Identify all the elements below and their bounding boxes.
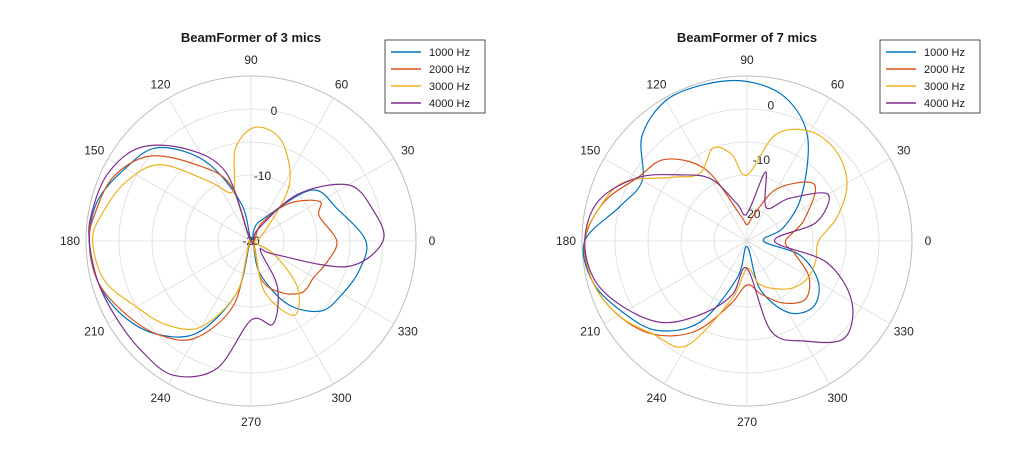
grid-spoke: [603, 158, 748, 242]
grid-spoke: [746, 158, 891, 242]
theta-tick-label: 120: [646, 77, 666, 91]
series-line-4000-hz: [88, 144, 385, 378]
theta-tick-label: 300: [827, 391, 847, 405]
theta-tick-label: 30: [401, 144, 415, 158]
theta-tick-label: 90: [244, 53, 258, 67]
theta-tick-label: 150: [84, 144, 104, 158]
theta-tick-label: 0: [925, 234, 932, 248]
chart-title: BeamFormer of 3 mics: [181, 30, 321, 45]
legend-entry-label: 4000 Hz: [924, 98, 965, 110]
series-line-3000-hz: [584, 128, 848, 348]
series-line-1000-hz: [582, 79, 820, 332]
grid-spoke: [250, 240, 334, 385]
theta-tick-label: 0: [429, 234, 436, 248]
series-line-2000-hz: [583, 158, 817, 337]
legend: 1000 Hz 2000 Hz 3000 Hz 4000 Hz: [384, 39, 486, 114]
legend-entry-label: 1000 Hz: [429, 47, 470, 59]
legend: 1000 Hz 2000 Hz 3000 Hz 4000 Hz: [879, 39, 981, 114]
grid-spoke: [250, 158, 395, 242]
theta-tick-label: 330: [894, 325, 914, 339]
grid-spoke: [603, 240, 748, 324]
series-line-3000-hz: [91, 126, 300, 331]
r-tick-label: 0: [271, 104, 278, 118]
r-tick-label: -10: [753, 153, 771, 167]
theta-tick-label: 330: [398, 325, 418, 339]
polar-grid: [581, 75, 913, 407]
polar-chart-3-mics: BeamFormer of 3 mics 0 30 60 90 120 150 180 210 2…: [60, 30, 486, 429]
theta-tick-label: 90: [740, 53, 754, 67]
grid-spoke: [746, 97, 830, 242]
grid-spoke: [168, 240, 252, 385]
theta-tick-label: 150: [580, 144, 600, 158]
grid-spoke: [107, 240, 252, 324]
theta-tick-label: 210: [84, 325, 104, 339]
theta-tick-label: 180: [60, 234, 80, 248]
legend-entry-label: 2000 Hz: [429, 64, 470, 76]
legend-entry-label: 3000 Hz: [429, 81, 470, 93]
grid-spoke: [107, 158, 252, 242]
theta-tick-label: 60: [831, 77, 845, 91]
legend-entry-label: 4000 Hz: [429, 98, 470, 110]
legend-entry-label: 1000 Hz: [924, 47, 965, 59]
chart-title: BeamFormer of 7 mics: [677, 30, 817, 45]
theta-tick-label: 30: [897, 144, 911, 158]
theta-tick-label: 210: [580, 325, 600, 339]
r-tick-label: -20: [743, 207, 761, 221]
theta-tick-label: 120: [150, 77, 170, 91]
r-tick-label: 0: [768, 99, 775, 113]
theta-tick-label: 300: [331, 391, 351, 405]
theta-tick-label: 180: [556, 234, 576, 248]
theta-tick-label: 270: [737, 415, 757, 429]
series-line-2000-hz: [88, 155, 338, 341]
series-line-4000-hz: [584, 171, 854, 344]
theta-tick-label: 270: [241, 415, 261, 429]
theta-tick-label: 60: [335, 77, 349, 91]
legend-entry-label: 2000 Hz: [924, 64, 965, 76]
theta-tick-label: 240: [646, 391, 666, 405]
theta-tick-label: 240: [150, 391, 170, 405]
legend-entry-label: 3000 Hz: [924, 81, 965, 93]
polar-chart-7-mics: BeamFormer of 7 mics 0 30 60 90 120 150 180 210 2…: [556, 30, 981, 429]
r-tick-label: -10: [254, 169, 272, 183]
